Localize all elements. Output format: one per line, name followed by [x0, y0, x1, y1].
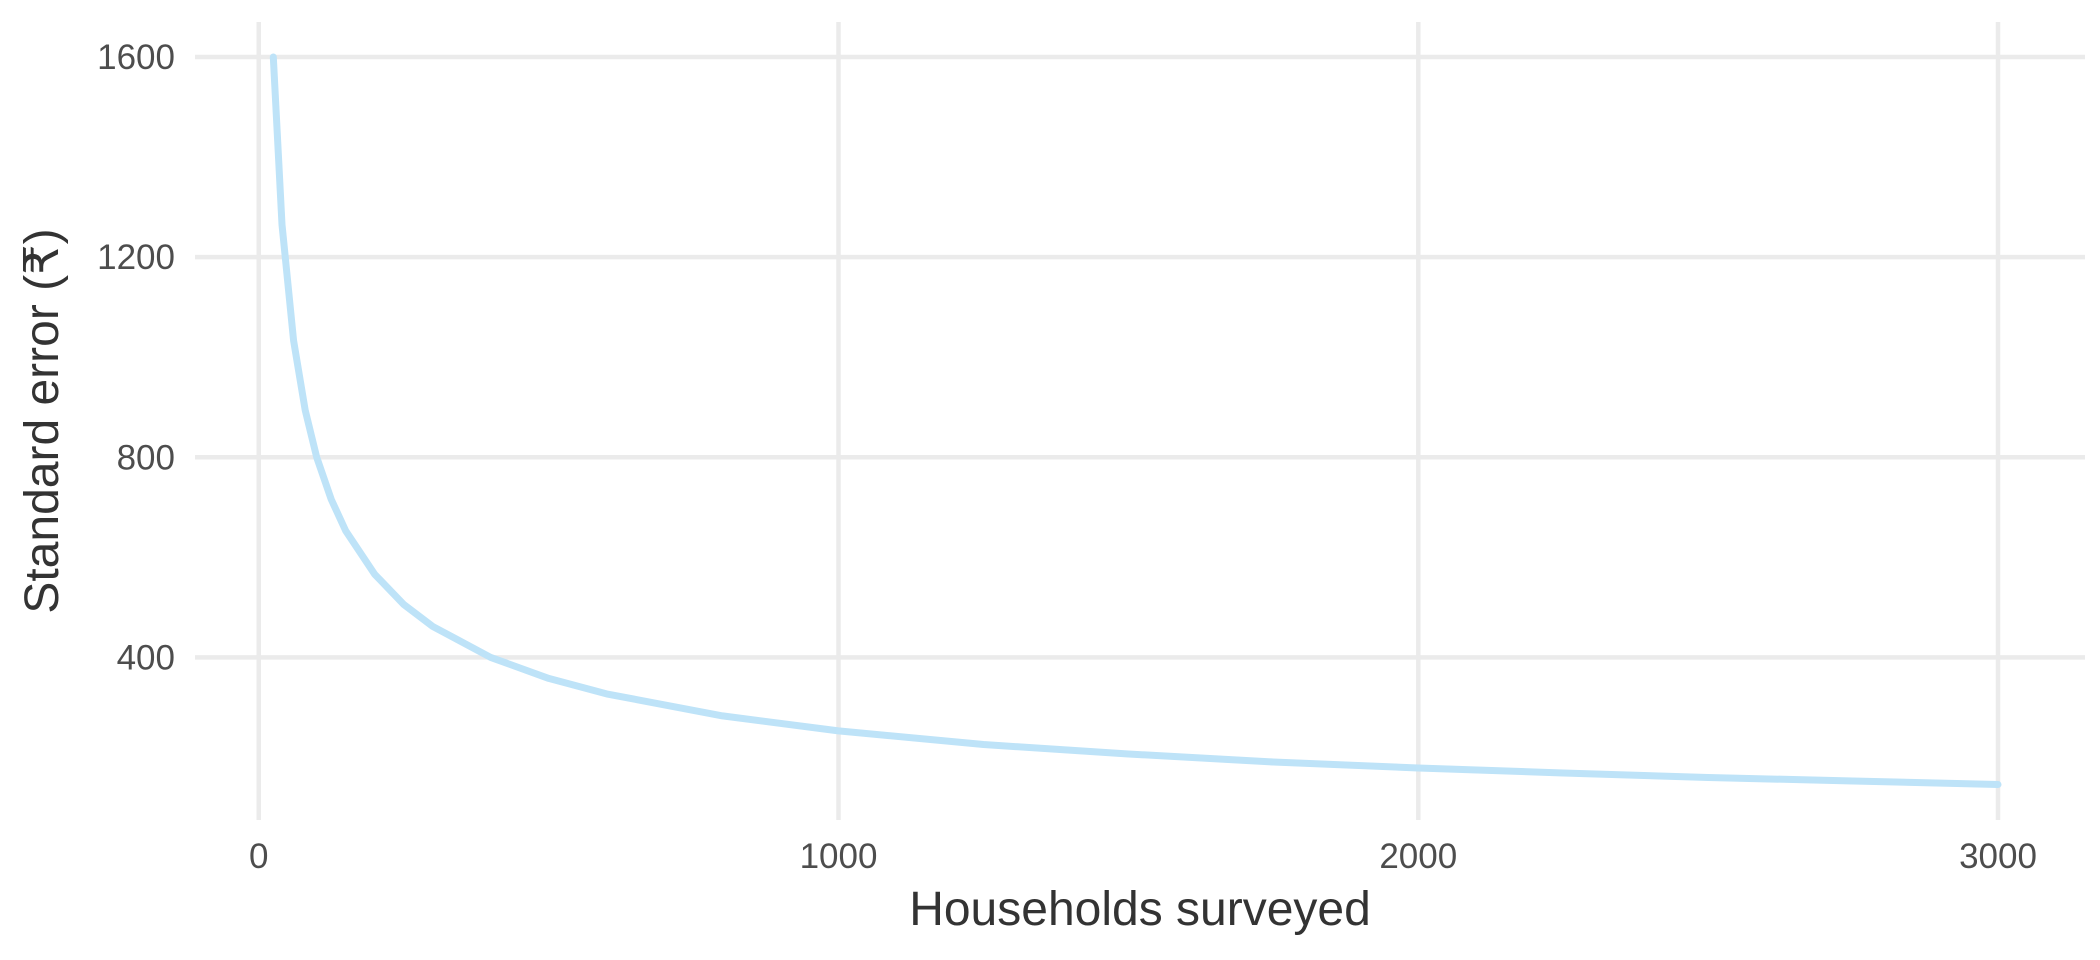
x-tick-label: 2000 [1379, 837, 1457, 876]
y-tick-label: 1200 [97, 238, 175, 277]
x-tick-label: 1000 [800, 837, 878, 876]
grid [195, 22, 2085, 820]
series-line [269, 53, 2002, 788]
tick-labels: 0 1000 2000 3000 400 800 1200 1600 [97, 38, 2037, 876]
y-tick-label: 800 [117, 438, 175, 477]
y-tick-label: 400 [117, 638, 175, 677]
x-tick-label: 0 [249, 837, 268, 876]
x-axis-title: Households surveyed [909, 883, 1371, 936]
x-tick-label: 3000 [1959, 837, 2037, 876]
series-layer [269, 53, 2002, 788]
y-tick-label: 1600 [97, 38, 175, 77]
y-axis-title: Standard error (₹) [16, 228, 69, 613]
